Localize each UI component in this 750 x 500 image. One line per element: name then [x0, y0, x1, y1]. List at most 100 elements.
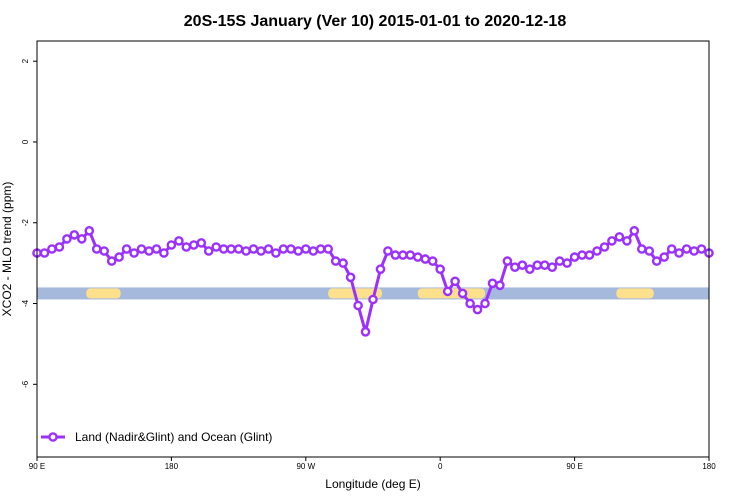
- y-axis-label: XCO2 - MLO trend (ppm): [0, 182, 14, 317]
- y-axis: 2 0 -2 -4 -6: [21, 58, 37, 388]
- data-point: [330, 256, 341, 266]
- series-points: [32, 225, 714, 337]
- data-point: [151, 244, 162, 254]
- data-point: [203, 246, 214, 256]
- data-point: [263, 244, 274, 254]
- data-point: [495, 280, 505, 291]
- data-point: [278, 244, 289, 254]
- data-point: [584, 250, 595, 260]
- data-point: [218, 244, 229, 254]
- data-point: [420, 254, 431, 264]
- data-point: [450, 276, 460, 287]
- chart-title: 20S-15S January (Ver 10) 2015-01-01 to 2…: [184, 13, 567, 30]
- data-point: [293, 246, 304, 256]
- data-point: [39, 248, 50, 258]
- data-point: [569, 252, 580, 262]
- data-point: [383, 246, 393, 256]
- data-point: [554, 256, 565, 266]
- y-tick-label: 2: [21, 58, 30, 63]
- x-tick-label: 180: [165, 462, 179, 471]
- data-point: [622, 236, 632, 246]
- data-point: [465, 298, 475, 309]
- data-point: [323, 244, 334, 254]
- data-point: [681, 244, 692, 254]
- data-point: [338, 258, 348, 268]
- data-point: [136, 244, 147, 254]
- data-point: [666, 244, 677, 254]
- data-point: [99, 246, 109, 256]
- y-tick-label: -6: [21, 380, 30, 388]
- data-point: [129, 248, 139, 258]
- data-point: [696, 244, 707, 254]
- data-point: [659, 252, 670, 262]
- data-point: [62, 234, 72, 244]
- legend-label: Land (Nadir&Glint) and Ocean (Glint): [75, 430, 272, 444]
- data-point: [47, 244, 57, 254]
- data-point: [308, 246, 319, 256]
- data-point: [629, 225, 640, 236]
- data-point: [188, 240, 199, 250]
- data-point: [442, 286, 453, 297]
- data-point: [114, 252, 124, 262]
- data-point: [286, 244, 296, 254]
- x-tick-label: 0: [438, 462, 443, 471]
- data-point: [106, 256, 117, 266]
- x-tick-label: 90 E: [29, 462, 45, 471]
- data-point: [644, 246, 655, 256]
- data-point: [315, 244, 326, 254]
- data-point: [196, 238, 207, 248]
- y-tick-label: -4: [21, 299, 30, 307]
- x-tick-label: 90 W: [296, 462, 315, 471]
- data-point: [360, 326, 371, 337]
- data-point: [532, 260, 543, 271]
- data-point: [510, 262, 520, 273]
- data-point: [412, 252, 423, 262]
- data-point: [300, 244, 311, 254]
- data-point: [166, 240, 177, 250]
- data-point: [69, 230, 80, 240]
- data-point: [233, 244, 244, 254]
- plot-frame: [36, 40, 710, 458]
- data-point: [368, 294, 378, 305]
- data-point: [390, 250, 401, 260]
- data-point: [211, 242, 221, 252]
- data-point: [159, 248, 169, 258]
- data-point: [674, 248, 684, 258]
- data-point: [637, 244, 647, 254]
- data-point: [241, 246, 251, 256]
- data-point: [525, 264, 535, 275]
- x-tick-label: 90 E: [566, 462, 582, 471]
- data-point: [517, 260, 528, 271]
- y-tick-label: -2: [21, 219, 30, 227]
- data-point: [181, 242, 192, 252]
- data-point: [480, 298, 490, 309]
- land-coverage-segment: [616, 288, 654, 299]
- data-point: [599, 242, 610, 252]
- data-point: [577, 250, 587, 260]
- data-point: [539, 260, 550, 271]
- data-point: [54, 242, 65, 252]
- legend-marker-swatch: [48, 432, 58, 442]
- data-point: [226, 244, 236, 254]
- data-point: [121, 244, 132, 254]
- data-point: [405, 250, 416, 260]
- data-point: [547, 262, 558, 273]
- data-point: [502, 256, 513, 266]
- data-point: [592, 246, 602, 256]
- data-point: [77, 234, 87, 244]
- x-axis-label: Longitude (deg E): [325, 477, 420, 491]
- data-point: [614, 232, 625, 242]
- data-point: [248, 244, 259, 254]
- x-axis: 90 E 180 90 W 0 90 E 180: [29, 457, 716, 471]
- data-point: [398, 250, 408, 260]
- x-tick-label: 180: [702, 462, 716, 471]
- data-point: [174, 236, 184, 246]
- data-point: [689, 246, 699, 256]
- data-point: [144, 246, 154, 256]
- data-point: [84, 225, 95, 236]
- data-point: [562, 258, 572, 268]
- data-point: [271, 248, 281, 258]
- data-point: [353, 300, 363, 311]
- data-point: [435, 264, 446, 275]
- data-point: [487, 278, 498, 289]
